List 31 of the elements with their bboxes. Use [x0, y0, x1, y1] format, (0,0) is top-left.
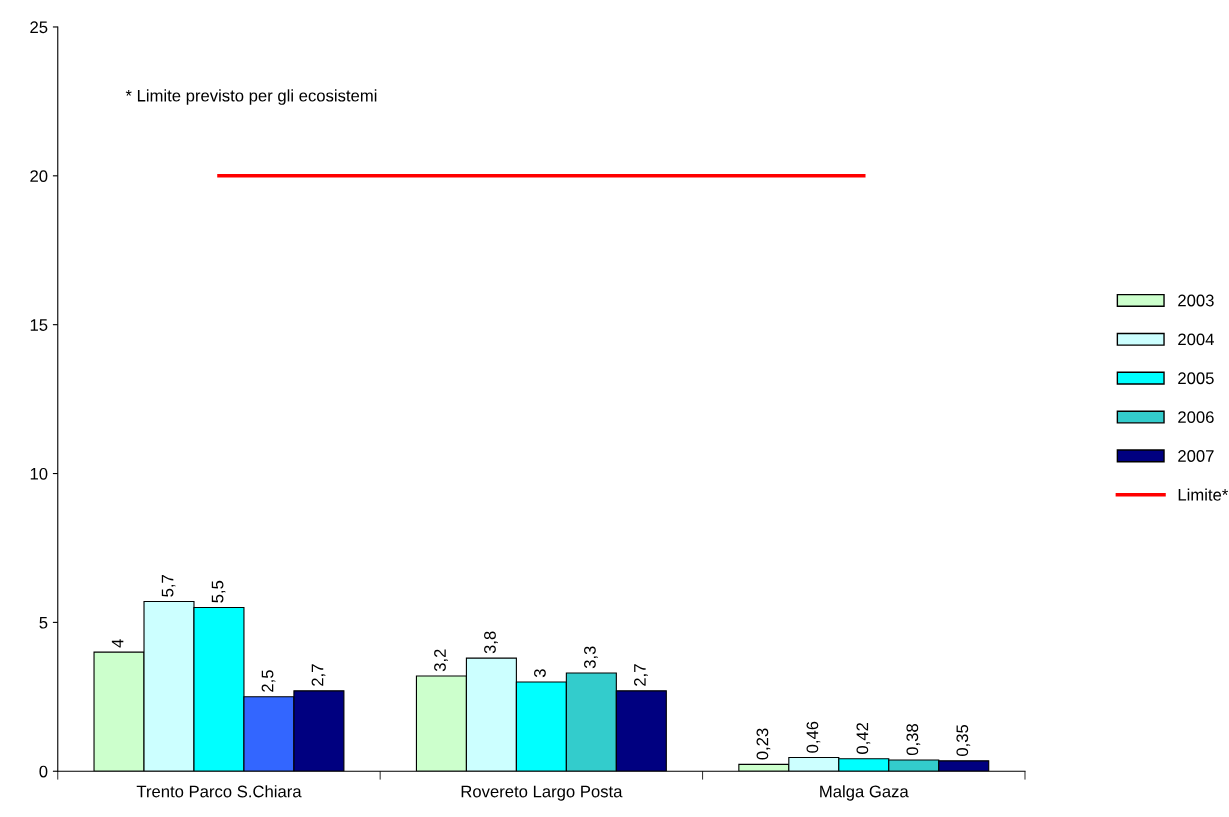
data-label: 3	[534, 669, 546, 678]
y-tick-label: 25	[30, 21, 48, 34]
x-tick-label: Malga Gaza	[820, 785, 909, 801]
data-label: 5,5	[211, 580, 226, 603]
data-label: 4	[111, 639, 124, 648]
data-label: 5,7	[161, 575, 176, 597]
y-tick-label: 20	[30, 170, 48, 183]
legend-label: 2007	[1178, 450, 1214, 462]
legend-label: 2004	[1178, 333, 1214, 346]
legend-label: 2003	[1178, 294, 1214, 307]
data-label: 3,2	[434, 649, 448, 672]
data-label: 0,38	[906, 724, 921, 756]
y-tick-label: 10	[30, 467, 48, 480]
data-label: 2,7	[311, 664, 326, 686]
data-label: 3,3	[584, 646, 598, 669]
x-tick-label: Trento Parco S.Chiara	[136, 785, 302, 798]
data-label: 3,8	[484, 631, 498, 654]
y-tick-label: 0	[39, 765, 48, 778]
data-label: 0,35	[956, 724, 971, 757]
x-tick-label: Rovereto Largo Posta	[461, 785, 623, 801]
legend-label: Limite*	[1178, 488, 1229, 501]
data-label: 0,42	[856, 722, 871, 754]
data-label: 0,23	[756, 728, 771, 760]
legend-label: 2005	[1178, 372, 1214, 385]
y-tick-label: 15	[30, 319, 48, 331]
legend-label: 2006	[1178, 411, 1214, 424]
data-label: 0,46	[806, 721, 821, 753]
y-tick-label: 5	[39, 616, 48, 629]
data-label: 2,5	[261, 670, 276, 692]
annotation: * Limite previsto per gli ecosistemi	[125, 89, 377, 105]
data-label: 2,7	[633, 664, 648, 686]
